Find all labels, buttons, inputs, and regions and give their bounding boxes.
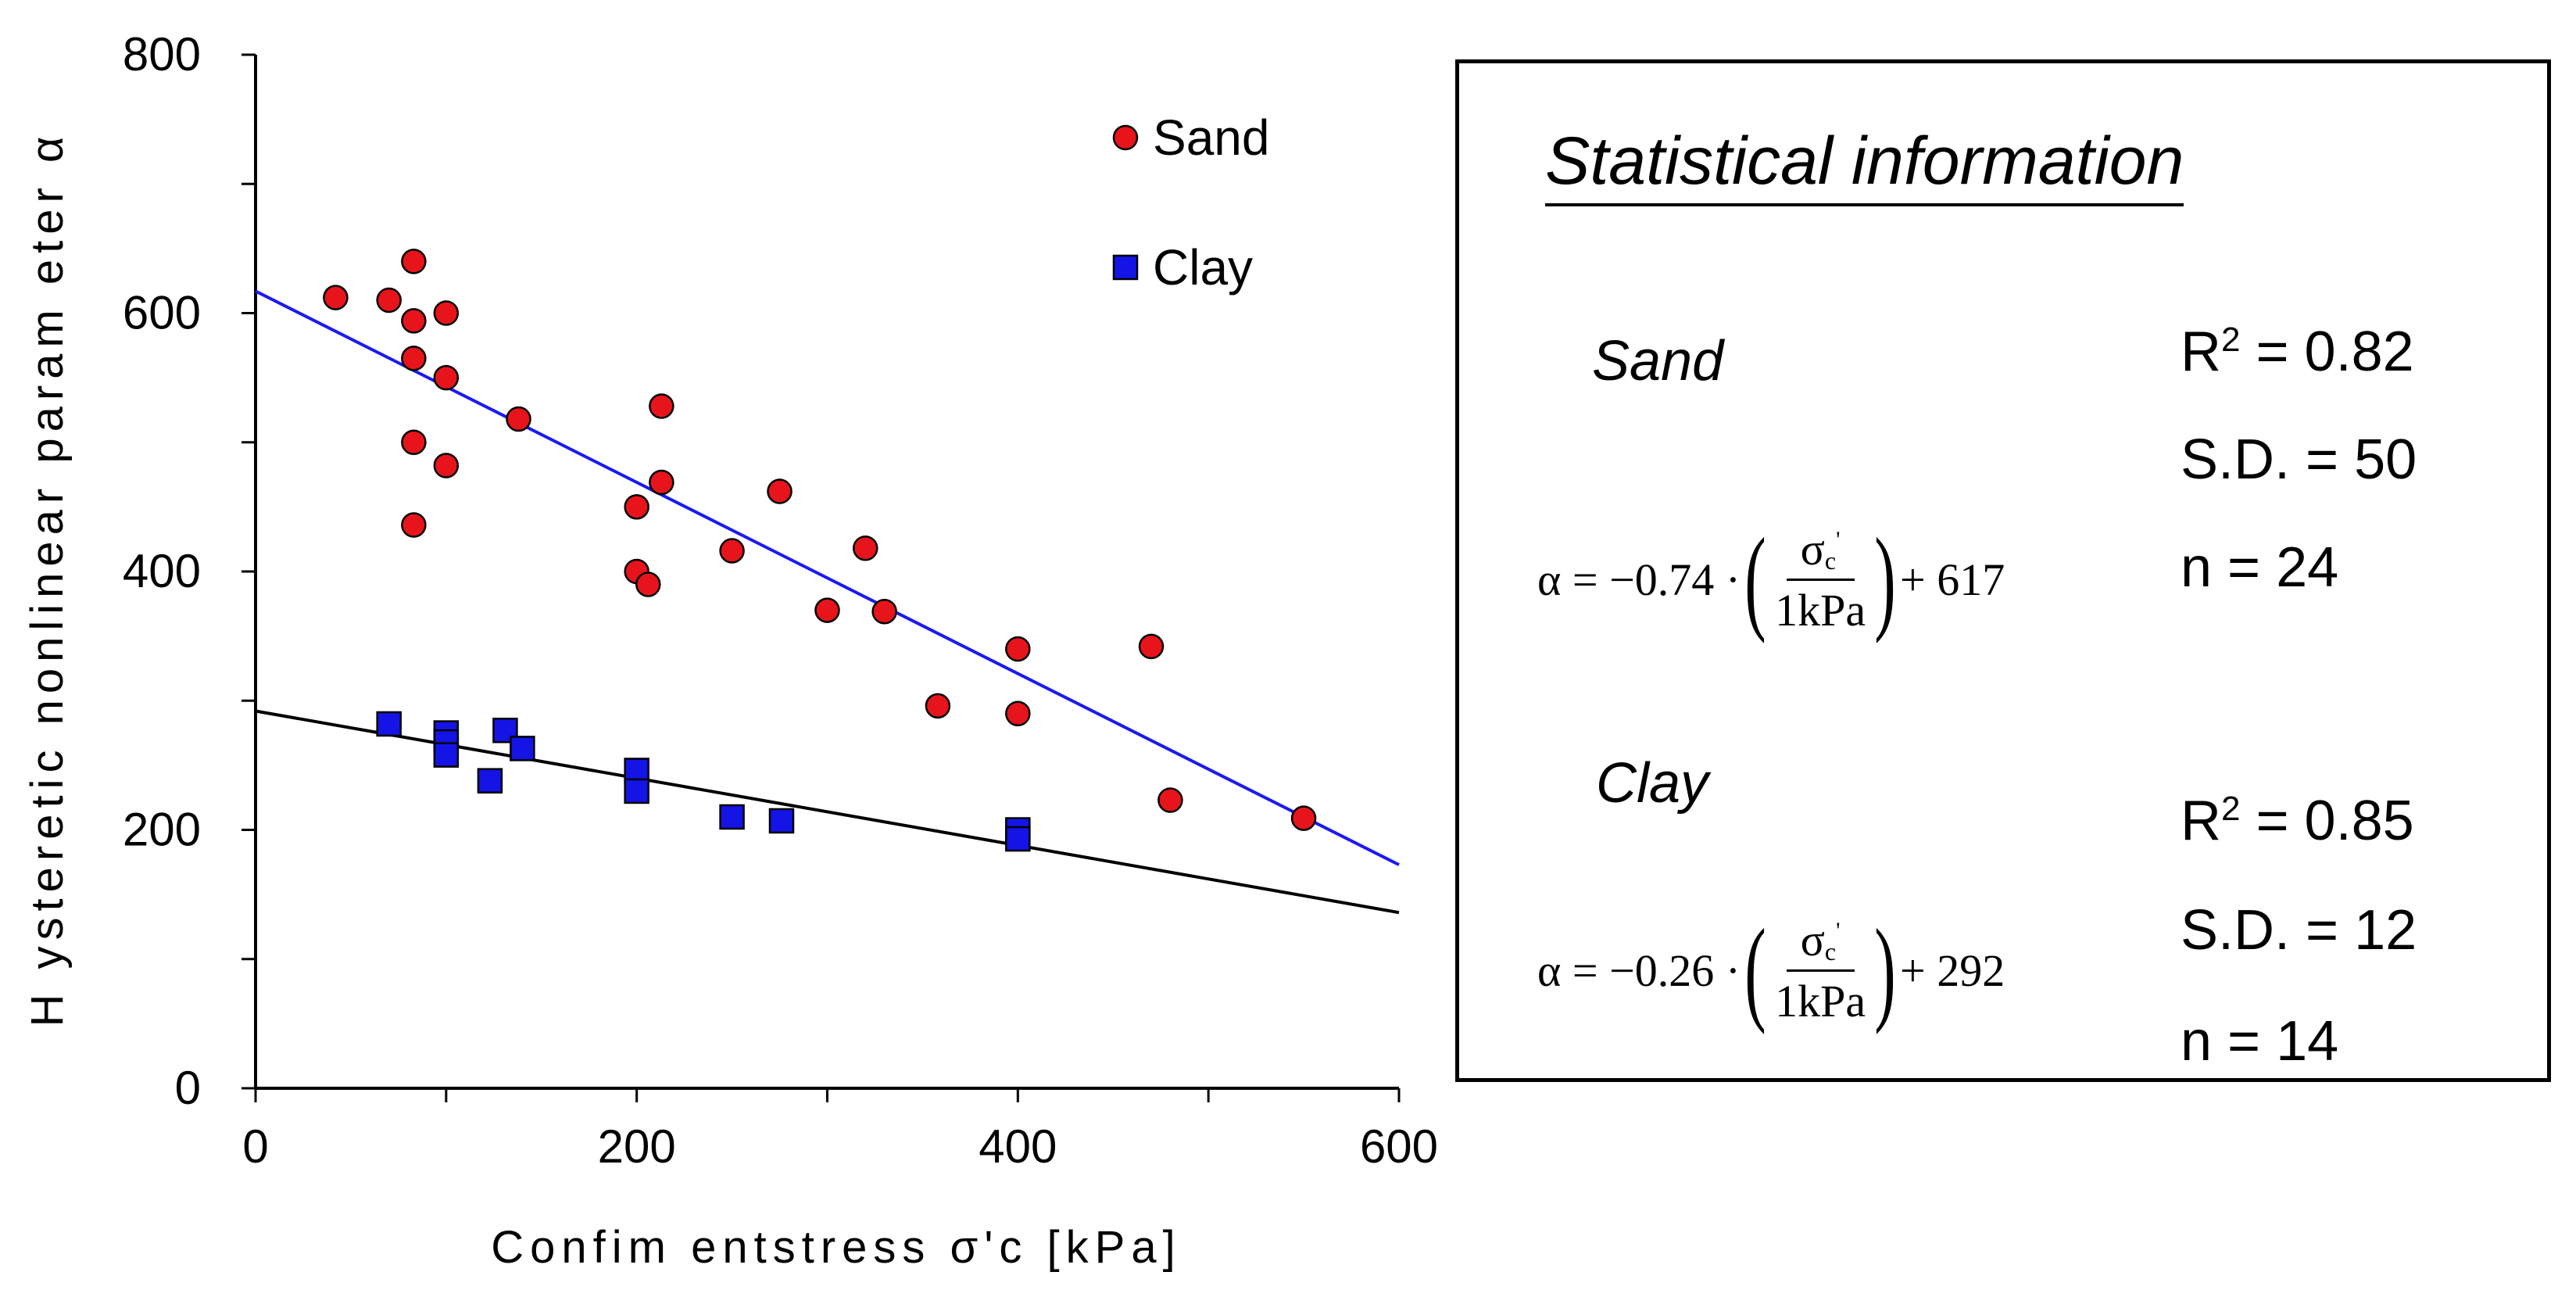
paren-open: ( xyxy=(1744,514,1766,644)
sand-r2-exp: 2 xyxy=(2221,321,2241,359)
sand-eq-sub: c xyxy=(1824,546,1837,575)
clay-eq-sub: c xyxy=(1824,937,1837,966)
sand-eq-rhs: + 617 xyxy=(1900,554,2005,605)
x-tick-label: 0 xyxy=(242,1120,268,1173)
sand-point xyxy=(1005,700,1031,727)
sand-point xyxy=(1005,636,1031,662)
sand-sd: S.D. = 50 xyxy=(2181,428,2417,491)
clay-n: n = 14 xyxy=(2181,1010,2339,1073)
sand-point xyxy=(401,512,427,538)
y-tick-label: 600 xyxy=(123,287,201,339)
sand-eq-numerator: σc' xyxy=(1786,523,1855,581)
clay-point xyxy=(510,736,535,761)
clay-eq-numerator: σc' xyxy=(1786,914,1855,972)
sand-point xyxy=(433,364,460,391)
y-axis-title: H ysteretic nonlinear param eter α xyxy=(22,131,73,1027)
legend-label-clay: Clay xyxy=(1153,239,1253,296)
sand-point xyxy=(853,536,878,561)
sand-point xyxy=(635,571,661,597)
sand-n: n = 24 xyxy=(2181,536,2339,599)
sand-point xyxy=(814,597,840,623)
sand-r2-value: = 0.82 xyxy=(2240,321,2414,383)
sand-point xyxy=(433,453,460,478)
sand-point xyxy=(871,598,897,625)
paren-close: ) xyxy=(1874,905,1896,1035)
sand-point xyxy=(649,469,674,496)
sand-point xyxy=(1290,805,1317,831)
legend-label-sand: Sand xyxy=(1153,109,1269,166)
clay-point xyxy=(624,758,649,783)
sand-point xyxy=(1138,633,1165,660)
y-tick-label: 200 xyxy=(123,804,201,856)
y-tick-label: 400 xyxy=(123,545,201,597)
clay-eq-sigma: σ xyxy=(1800,914,1825,966)
legend-marker-sand xyxy=(1112,124,1139,151)
sand-point xyxy=(925,693,951,719)
clay-r2: R2 = 0.85 xyxy=(2181,789,2414,853)
sand-point xyxy=(719,538,745,564)
sand-point xyxy=(649,393,674,419)
sand-point xyxy=(433,300,460,326)
sand-point xyxy=(506,406,531,432)
legend: Sand Clay xyxy=(1112,109,1269,296)
clay-point xyxy=(376,711,402,737)
sand-point xyxy=(624,494,649,520)
clay-sd: S.D. = 12 xyxy=(2181,899,2417,962)
clay-eq-denominator: 1kPa xyxy=(1775,975,1866,1026)
sand-point xyxy=(767,478,792,504)
sand-point xyxy=(401,429,427,455)
x-tick-label: 200 xyxy=(598,1120,676,1173)
x-tick-label: 600 xyxy=(1360,1120,1438,1173)
clay-eq-prime: ' xyxy=(1836,917,1841,944)
clay-eq-fraction: σc' 1kPa xyxy=(1775,914,1866,1027)
clay-equation: α = −0.26 · ( σc' 1kPa ) + 292 xyxy=(1537,912,2005,1029)
paren-open: ( xyxy=(1744,905,1766,1035)
clay-point xyxy=(433,742,460,768)
sand-eq-lhs: α = −0.74 · xyxy=(1537,554,1741,605)
paren-close: ) xyxy=(1874,514,1896,644)
sand-equation: α = −0.74 · ( σc' 1kPa ) + 617 xyxy=(1537,521,2005,638)
legend-marker-clay xyxy=(1112,254,1139,281)
clay-point xyxy=(1005,826,1031,852)
sand-point xyxy=(376,287,402,314)
sand-point xyxy=(401,308,427,334)
clay-eq-lhs: α = −0.26 · xyxy=(1537,944,1741,996)
sand-point xyxy=(401,249,427,274)
clay-eq-rhs: + 292 xyxy=(1900,944,2005,996)
sand-eq-prime: ' xyxy=(1836,526,1841,553)
sand-r2: R2 = 0.82 xyxy=(2181,320,2414,384)
sand-label: Sand xyxy=(1592,330,1724,392)
clay-label: Clay xyxy=(1596,752,1709,815)
sand-point xyxy=(1157,787,1183,813)
sand-eq-fraction: σc' 1kPa xyxy=(1775,523,1866,636)
sand-fit-line xyxy=(255,289,1400,866)
clay-fit-line xyxy=(255,709,1400,915)
sand-eq-sigma: σ xyxy=(1800,523,1825,575)
data-points xyxy=(323,249,1317,852)
y-tick-label: 800 xyxy=(123,28,201,81)
scatter-chart: 0 200 400 600 800 0 200 400 600 Sand Clay Confim … xyxy=(22,28,1438,1273)
clay-point xyxy=(768,808,795,834)
x-axis-title: Confim entstress σ'c [kPa] xyxy=(491,1222,1181,1273)
sand-point xyxy=(401,346,427,371)
axes: 0 200 400 600 800 0 200 400 600 xyxy=(123,28,1438,1173)
x-tick-label: 400 xyxy=(979,1120,1057,1173)
statistics-panel: Statistical information Sand α = −0.74 ·… xyxy=(1455,59,2551,1082)
sand-point xyxy=(323,285,349,310)
clay-point xyxy=(477,768,503,794)
sand-eq-denominator: 1kPa xyxy=(1775,584,1866,636)
y-tick-label: 0 xyxy=(175,1062,201,1114)
stats-title: Statistical information xyxy=(1545,123,2184,206)
clay-r2-exp: 2 xyxy=(2221,790,2241,828)
clay-point xyxy=(719,804,745,830)
clay-r2-value: = 0.85 xyxy=(2240,790,2414,852)
clay-point xyxy=(624,778,649,804)
clay-r2-prefix: R xyxy=(2181,790,2221,852)
sand-r2-prefix: R xyxy=(2181,321,2221,383)
